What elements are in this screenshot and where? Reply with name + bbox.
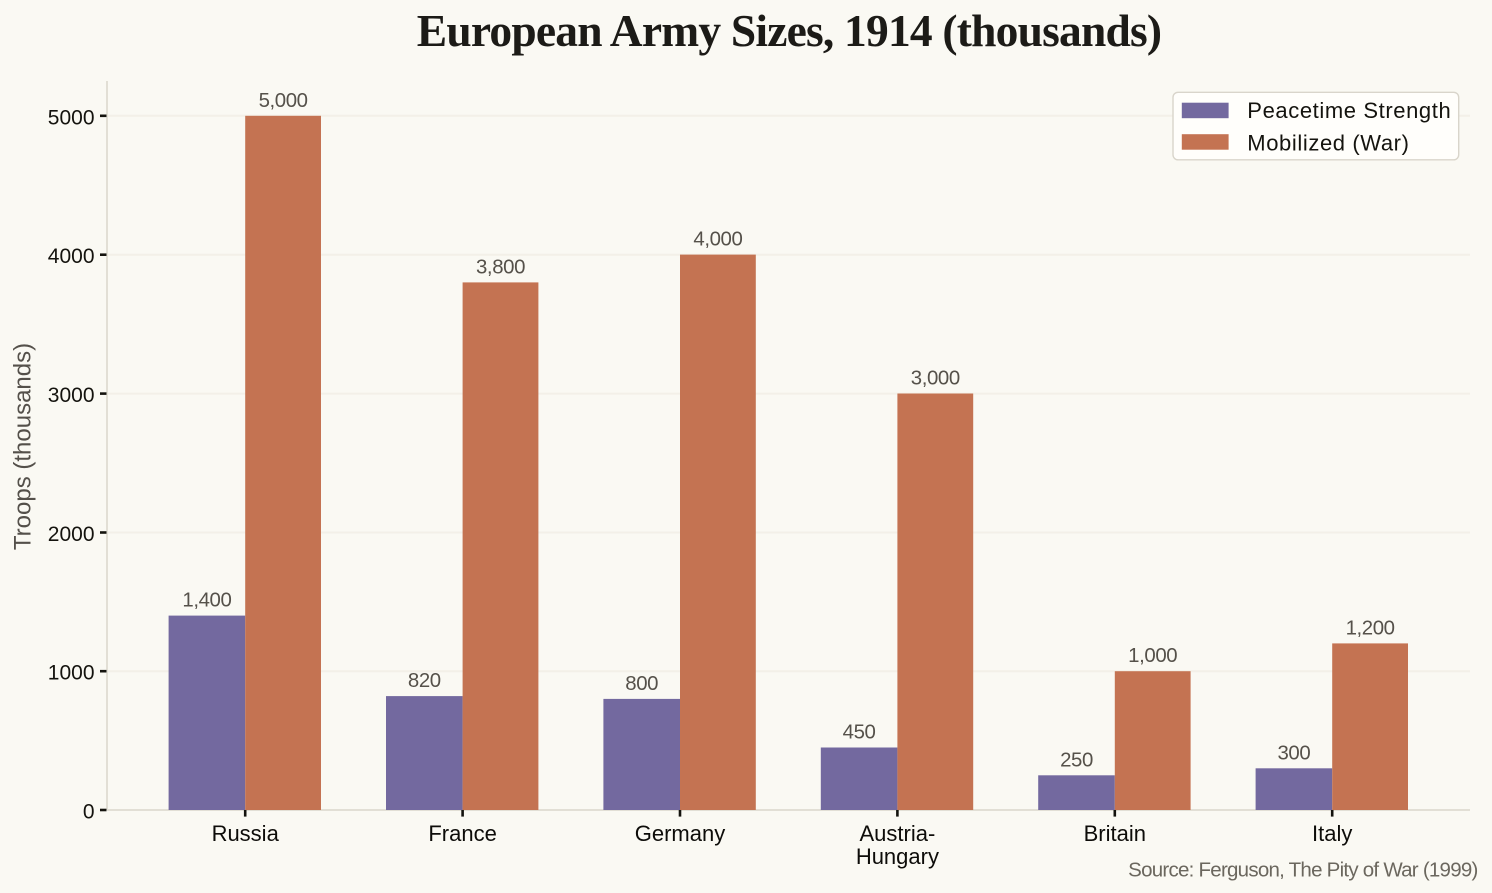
svg-text:800: 800 (625, 673, 658, 695)
svg-text:Russia: Russia (212, 821, 280, 846)
svg-text:Source: Ferguson, The Pity of: Source: Ferguson, The Pity of War (1999) (1128, 858, 1477, 881)
svg-text:Troops (thousands): Troops (thousands) (10, 343, 37, 550)
svg-text:4000: 4000 (48, 245, 95, 268)
svg-text:4,000: 4,000 (693, 229, 742, 251)
svg-text:Peacetime Strength: Peacetime Strength (1247, 98, 1451, 123)
svg-text:Germany: Germany (635, 821, 725, 846)
svg-text:Britain: Britain (1084, 821, 1146, 846)
svg-text:France: France (428, 821, 496, 846)
svg-text:5,000: 5,000 (259, 90, 308, 112)
svg-text:1,200: 1,200 (1346, 617, 1395, 639)
svg-text:1,400: 1,400 (182, 590, 231, 612)
svg-text:Mobilized (War): Mobilized (War) (1247, 130, 1409, 155)
svg-text:European Army Sizes, 1914 (tho: European Army Sizes, 1914 (thousands) (417, 5, 1161, 56)
svg-text:450: 450 (843, 722, 876, 744)
svg-text:3000: 3000 (48, 384, 95, 407)
svg-text:0: 0 (83, 801, 95, 824)
svg-text:3,800: 3,800 (476, 256, 525, 278)
svg-text:Italy: Italy (1312, 821, 1352, 846)
svg-text:Hungary: Hungary (856, 844, 939, 869)
svg-text:1000: 1000 (48, 662, 95, 685)
svg-text:820: 820 (408, 670, 441, 692)
svg-text:300: 300 (1277, 742, 1310, 764)
svg-text:5000: 5000 (48, 106, 95, 129)
svg-text:3,000: 3,000 (911, 368, 960, 390)
svg-text:1,000: 1,000 (1128, 645, 1177, 667)
svg-text:Austria-: Austria- (860, 821, 936, 846)
svg-text:2000: 2000 (48, 523, 95, 546)
svg-text:250: 250 (1060, 749, 1093, 771)
